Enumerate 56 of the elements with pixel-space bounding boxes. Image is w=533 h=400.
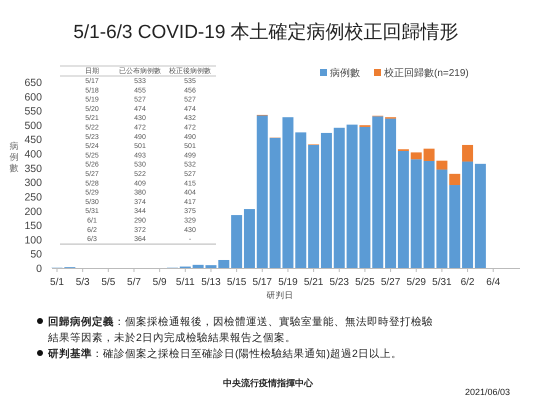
- x-tick-label: 5/13: [201, 277, 222, 288]
- y-tick-label: 300: [24, 177, 42, 190]
- x-tick-label: 5/1: [50, 277, 64, 288]
- bar: [320, 132, 332, 268]
- y-tick-label: 400: [24, 148, 42, 161]
- bar: [244, 209, 255, 268]
- x-tick-label: 5/3: [76, 277, 90, 288]
- bar: [449, 174, 460, 186]
- legend-item: 校正回歸數(n=219): [374, 68, 469, 79]
- bar: [474, 164, 486, 268]
- text: 2021/06/03: [464, 387, 510, 397]
- x-tick-label: 5/15: [226, 277, 247, 288]
- y-tick-label: 150: [24, 220, 42, 232]
- y-tick-label: 650: [24, 77, 42, 89]
- bar: [205, 265, 216, 268]
- y-tick-label: 50: [30, 248, 42, 261]
- y-tick-label: 100: [24, 234, 42, 246]
- legend-label: 病例數: [330, 67, 360, 79]
- x-tick-label: 5/27: [380, 277, 401, 288]
- bar: [424, 148, 435, 161]
- x-tick-label: 6/2: [460, 277, 475, 288]
- y-tick-label: 0: [36, 263, 42, 275]
- y-tick-label: 550: [24, 106, 42, 118]
- note: 回歸病例定義：個案採檢通報後，因檢體運送、實驗室量能、無法即時登打檢驗結果等因素，未於2日內完成檢驗結果報告之個案。: [37, 316, 433, 344]
- bar: [282, 117, 294, 268]
- y-tick-label: 350: [24, 162, 42, 175]
- x-tick-label: 5/29: [406, 277, 426, 288]
- y-tick-label: 450: [24, 134, 42, 146]
- y-tick-label: 250: [24, 191, 42, 204]
- note: 研判基準：確診個案之採檢日至確診日(陽性檢驗結果通知)超過2日以上。: [37, 348, 402, 360]
- x-tick-label: 5/19: [278, 277, 298, 288]
- x-tick-label: 5/7: [127, 277, 142, 288]
- x-axis-title: 研判日: [266, 290, 294, 300]
- bar: [410, 152, 422, 160]
- x-tick-label: 5/9: [152, 277, 168, 288]
- legend-item: 病例數: [320, 68, 360, 79]
- x-tick-label: 6/4: [486, 277, 501, 288]
- y-tick-label: 600: [24, 91, 42, 104]
- text: 中央流行疫情指揮中心: [223, 378, 314, 388]
- x-tick-label: 5/23: [330, 277, 350, 288]
- ylabel: 病例數: [10, 141, 18, 173]
- y-tick-label: 500: [24, 120, 42, 132]
- x-tick-label: 5/21: [304, 277, 324, 288]
- bar: [359, 126, 370, 268]
- bar: [462, 162, 474, 268]
- x-tick-label: 5/5: [101, 277, 116, 288]
- x-tick-label: 5/31: [432, 277, 452, 288]
- legend-label: 校正回歸數(n=219): [383, 67, 469, 79]
- bar: [424, 160, 435, 268]
- x-tick-label: 5/11: [176, 277, 196, 288]
- bar: [462, 144, 474, 162]
- x-tick-label: 5/17: [252, 277, 272, 288]
- y-tick-label: 200: [24, 206, 42, 218]
- bar: [436, 160, 448, 170]
- chart-title: 5/1-6/3 COVID-19 本土確定病例校正回歸情形: [73, 21, 459, 43]
- x-tick-label: 5/25: [355, 277, 376, 288]
